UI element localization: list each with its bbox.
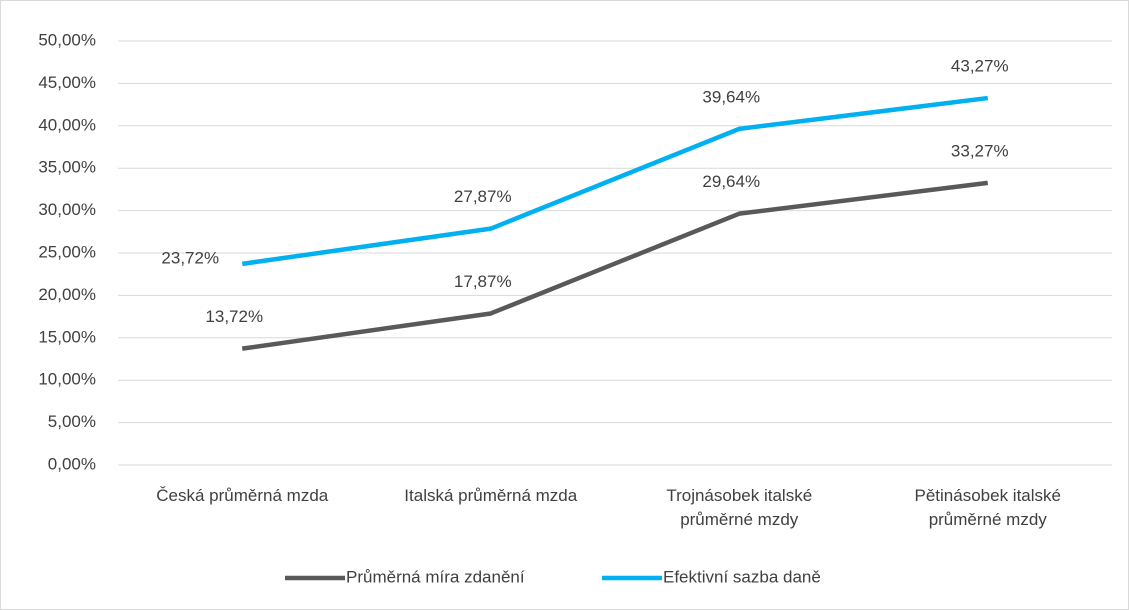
data-label: 27,87% <box>454 187 512 206</box>
line-series <box>241 95 989 267</box>
data-label: 43,27% <box>951 57 1009 76</box>
x-tick-label: Trojnásobek italské průměrné mzdy <box>666 486 813 529</box>
y-tick-label: 5,00% <box>48 412 96 431</box>
data-label: 33,27% <box>951 141 1009 160</box>
y-tick-label: 50,00% <box>38 30 96 49</box>
x-tick-label: Česká průměrná mzda <box>156 486 329 505</box>
x-tick-label: Italská průměrná mzda <box>404 486 578 505</box>
data-label: 13,72% <box>205 307 263 326</box>
x-tick-label: Pětinásobek italské průměrné mzdy <box>914 486 1061 529</box>
y-tick-label: 10,00% <box>38 370 96 389</box>
y-tick-label: 30,00% <box>38 200 96 219</box>
y-tick-label: 35,00% <box>38 158 96 177</box>
legend-label: Průměrná míra zdanění <box>346 567 525 586</box>
data-label: 17,87% <box>454 272 512 291</box>
data-label: 39,64% <box>702 87 760 106</box>
data-label: 29,64% <box>702 172 760 191</box>
y-tick-label: 45,00% <box>38 73 96 92</box>
y-tick-label: 0,00% <box>48 454 96 473</box>
y-tick-label: 40,00% <box>38 115 96 134</box>
data-label: 23,72% <box>161 248 219 267</box>
line-series <box>241 180 989 351</box>
y-tick-label: 20,00% <box>38 285 96 304</box>
y-tick-label: 25,00% <box>38 242 96 261</box>
legend-label: Efektivní sazba daně <box>663 567 821 586</box>
y-tick-label: 15,00% <box>38 327 96 346</box>
